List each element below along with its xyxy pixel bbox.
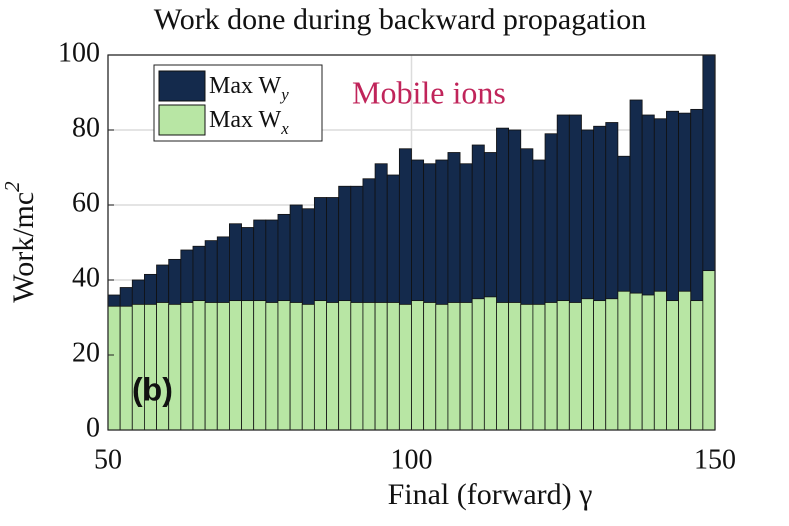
bar bbox=[411, 300, 425, 431]
y-tick-label: 60 bbox=[72, 187, 100, 218]
x-tick-label: 50 bbox=[94, 444, 122, 475]
bar bbox=[678, 290, 692, 431]
y-tick-label: 20 bbox=[72, 337, 100, 368]
bar bbox=[204, 302, 218, 431]
bar bbox=[313, 300, 327, 431]
y-tick-label: 40 bbox=[72, 262, 100, 293]
bar bbox=[192, 300, 206, 431]
bar bbox=[690, 300, 704, 431]
bar bbox=[496, 302, 510, 431]
bar bbox=[131, 303, 145, 431]
bar bbox=[180, 302, 194, 431]
bar bbox=[508, 302, 522, 431]
bar bbox=[301, 303, 315, 431]
bar bbox=[362, 302, 376, 431]
bar bbox=[483, 296, 497, 431]
y-tick-label: 0 bbox=[86, 412, 100, 443]
bar bbox=[228, 300, 242, 431]
bar bbox=[277, 300, 291, 431]
bar bbox=[435, 303, 449, 431]
bar bbox=[216, 302, 230, 431]
bar bbox=[253, 300, 267, 431]
chart-title: Work done during backward propagation bbox=[154, 3, 646, 36]
bar bbox=[423, 302, 437, 431]
bar bbox=[459, 302, 473, 431]
legend-label: Max Wx bbox=[209, 107, 289, 139]
annotation: Mobile ions bbox=[352, 74, 506, 110]
y-tick-label: 80 bbox=[72, 112, 100, 143]
bar bbox=[156, 302, 170, 431]
annotation: (b) bbox=[132, 371, 173, 407]
bar bbox=[702, 270, 716, 431]
bar bbox=[241, 300, 255, 431]
y-tick-label: 100 bbox=[58, 37, 100, 68]
bar bbox=[144, 303, 157, 431]
bar bbox=[556, 300, 570, 431]
x-tick-label: 100 bbox=[391, 444, 433, 475]
bar bbox=[532, 303, 546, 431]
bar bbox=[350, 302, 364, 431]
bar bbox=[666, 300, 679, 431]
bar bbox=[447, 302, 461, 431]
bar bbox=[471, 298, 485, 431]
legend-swatch bbox=[158, 104, 206, 136]
x-axis-label: Final (forward) γ bbox=[388, 478, 593, 511]
bar bbox=[289, 302, 303, 431]
legend-swatch bbox=[158, 70, 206, 102]
bar bbox=[398, 303, 412, 431]
bar bbox=[520, 303, 534, 431]
bar bbox=[119, 305, 133, 431]
bar bbox=[653, 290, 667, 431]
bar bbox=[629, 292, 643, 431]
bar bbox=[641, 294, 655, 431]
x-tick-label: 150 bbox=[694, 444, 736, 475]
bar bbox=[168, 303, 182, 431]
bar bbox=[338, 300, 352, 431]
bar bbox=[568, 302, 582, 431]
bar bbox=[386, 302, 400, 431]
bar bbox=[265, 302, 279, 431]
legend-label: Max Wy bbox=[209, 73, 289, 105]
bar bbox=[107, 305, 121, 431]
y-axis-label: Work/mc2 bbox=[0, 181, 40, 303]
bar bbox=[544, 302, 558, 431]
bar bbox=[617, 290, 631, 431]
bar bbox=[593, 300, 607, 431]
bar bbox=[581, 298, 595, 431]
bar bbox=[326, 302, 340, 431]
bar bbox=[374, 302, 388, 431]
bar bbox=[605, 298, 619, 431]
